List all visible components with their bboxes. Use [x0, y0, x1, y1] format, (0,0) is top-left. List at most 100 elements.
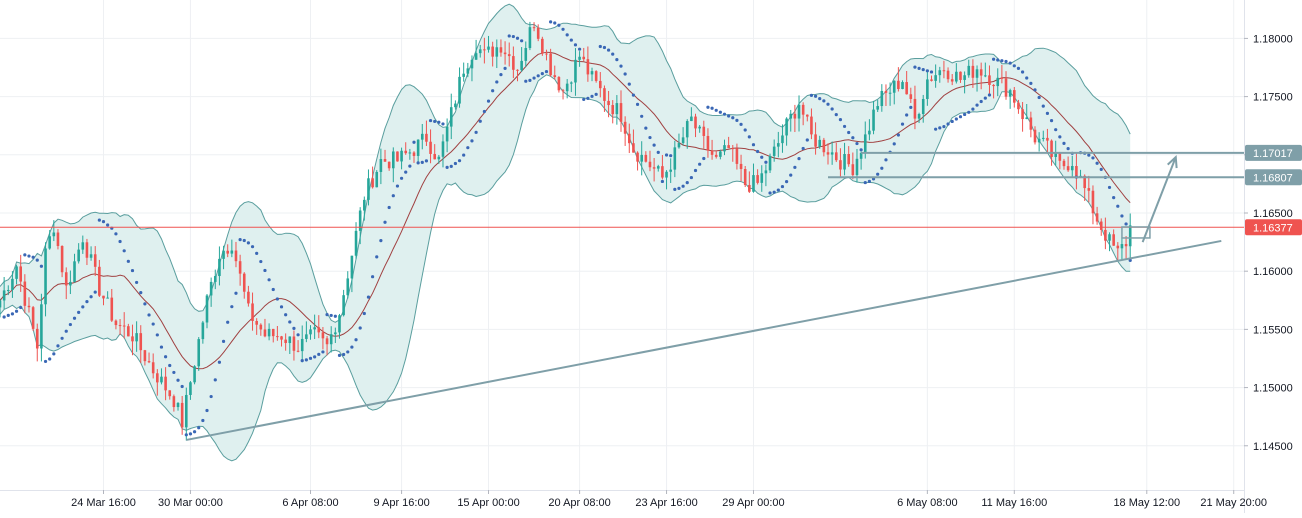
- candle: [1004, 71, 1008, 100]
- candle-body: [408, 152, 412, 154]
- candle: [996, 68, 1000, 97]
- candle: [955, 63, 958, 84]
- candle-body: [570, 82, 573, 84]
- candle: [1116, 242, 1120, 261]
- candle-body: [619, 103, 623, 122]
- price-tick-label: 1.17500: [1253, 92, 1293, 104]
- candle-body: [342, 295, 345, 316]
- sar-dot: [387, 205, 391, 210]
- candle-body: [1062, 160, 1066, 167]
- candle-body: [868, 130, 871, 135]
- time-axis[interactable]: 24 Mar 16:00 30 Mar 00:00 6 Apr 08:00 9 Apr…: [0, 490, 1267, 513]
- sar-dot: [764, 160, 768, 164]
- sar-dot: [950, 119, 954, 124]
- sar-dot: [702, 156, 706, 161]
- sar-dot: [271, 287, 275, 292]
- sar-dot: [838, 118, 843, 122]
- candle-body: [491, 46, 494, 57]
- candle-body: [300, 338, 304, 352]
- candle-body: [1029, 117, 1033, 130]
- candle: [292, 330, 296, 361]
- candle: [967, 59, 971, 78]
- candle: [172, 394, 176, 412]
- price-axis[interactable]: 1.180001.175001.170001.165001.160001.155…: [1244, 0, 1302, 513]
- time-tick-label: 15 Apr 00:00: [457, 497, 519, 509]
- candle: [615, 95, 619, 125]
- candle: [764, 164, 768, 187]
- sar-dot: [317, 352, 321, 356]
- projection-arrow[interactable]: [1141, 156, 1177, 243]
- entry-box[interactable]: [1121, 226, 1151, 239]
- candle-body: [110, 297, 114, 321]
- candle-body: [665, 171, 668, 178]
- sar-dot: [1041, 104, 1045, 108]
- sar-dot: [934, 127, 938, 131]
- candle-body: [1099, 221, 1103, 230]
- sar-dot: [598, 44, 602, 49]
- candle: [64, 267, 68, 300]
- sar-dot: [395, 184, 400, 188]
- candle: [594, 70, 598, 83]
- candle-body: [553, 75, 557, 78]
- sar-dot: [354, 338, 358, 342]
- sar-dot: [797, 156, 801, 161]
- candle: [56, 229, 60, 250]
- price-tick-label: 1.15500: [1253, 324, 1293, 336]
- candle-body: [168, 390, 172, 397]
- sar-dot: [143, 302, 147, 306]
- candle: [926, 71, 929, 106]
- sar-dot: [1058, 135, 1062, 139]
- sar-dot: [847, 130, 851, 135]
- candle: [644, 151, 648, 163]
- candle-body: [942, 70, 946, 72]
- sar-dot: [1091, 156, 1095, 160]
- candle-body: [1046, 137, 1049, 141]
- sar-dot: [263, 268, 267, 273]
- sar-dot: [710, 106, 714, 110]
- candle-body: [839, 160, 842, 170]
- sar-dot: [259, 259, 263, 264]
- candle-body: [234, 250, 238, 262]
- sar-dot: [561, 27, 565, 31]
- candle: [317, 315, 321, 339]
- candle: [772, 139, 776, 162]
- candle-body: [495, 47, 499, 57]
- candle: [259, 323, 263, 336]
- sar-dot: [958, 115, 963, 119]
- candle-body: [40, 304, 43, 349]
- sar-dot: [1008, 61, 1012, 65]
- candle: [698, 125, 701, 133]
- candle: [888, 82, 892, 106]
- candle-body: [1066, 166, 1070, 171]
- sar-dot: [151, 322, 155, 326]
- sar-dot: [221, 339, 226, 344]
- candle-body: [719, 151, 722, 157]
- sar-dot: [155, 333, 159, 337]
- candle-body: [441, 141, 445, 157]
- time-tick-label: 18 May 12:00: [1113, 497, 1180, 509]
- candle: [247, 285, 250, 307]
- candle-body: [528, 27, 532, 49]
- candle: [164, 367, 167, 401]
- sar-dot: [801, 146, 805, 151]
- candle-body: [180, 402, 184, 428]
- candle-body: [27, 305, 31, 308]
- parabolic-sar: [2, 20, 1132, 437]
- candle: [454, 100, 457, 110]
- sar-dot: [296, 333, 300, 337]
- drawings[interactable]: [0, 151, 1244, 441]
- candle: [131, 324, 134, 356]
- candle-body: [959, 71, 962, 80]
- candle-body: [677, 143, 681, 148]
- candle: [491, 41, 494, 67]
- candle-body: [1054, 152, 1057, 157]
- support-trendline[interactable]: [186, 239, 1222, 441]
- candle-body: [1058, 152, 1062, 161]
- candle-body: [743, 169, 747, 186]
- candle: [81, 235, 85, 254]
- candle: [85, 238, 89, 266]
- candle: [739, 154, 743, 182]
- sar-dot: [673, 187, 677, 191]
